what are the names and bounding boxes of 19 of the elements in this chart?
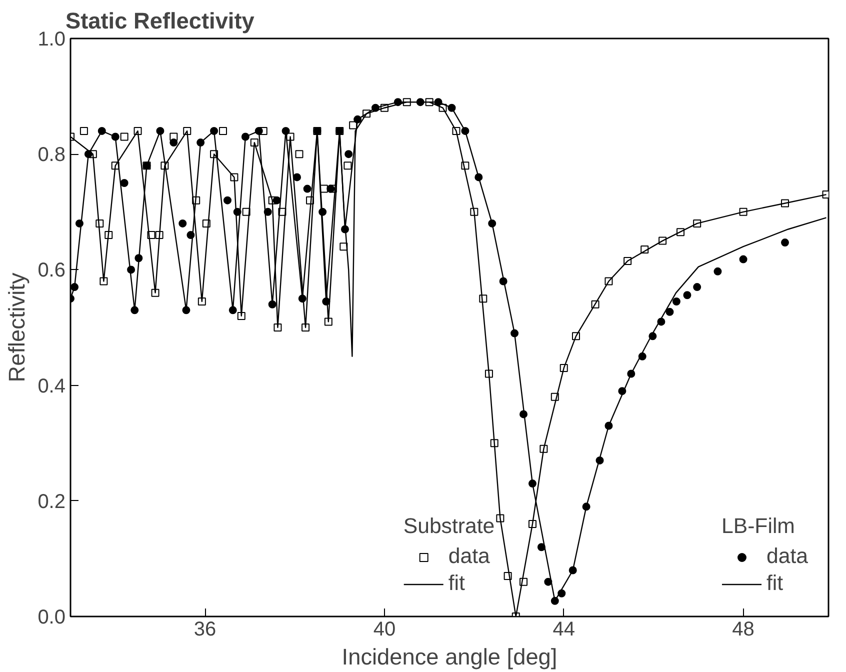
x-axis-title: Incidence angle [deg] xyxy=(342,644,558,670)
legend-label: fit xyxy=(766,571,784,596)
y-tick-label: 0.0 xyxy=(38,606,66,628)
x-tick-label: 44 xyxy=(552,618,575,640)
x-tick-label: 48 xyxy=(732,618,754,640)
y-tick-label: 0.6 xyxy=(38,260,66,282)
legend-label: data xyxy=(448,544,490,569)
y-tick-label: 0.2 xyxy=(38,490,66,513)
annotation: LB-Film xyxy=(721,514,796,539)
y-tick-label: 1.0 xyxy=(38,28,66,50)
annotation: Substrate xyxy=(403,514,495,539)
x-tick-label: 36 xyxy=(194,618,216,640)
legend-label: fit xyxy=(448,571,466,596)
y-tick-label: 0.8 xyxy=(38,144,66,166)
y-axis-title: Reflectivity xyxy=(4,272,30,382)
y-tick-label: 0.4 xyxy=(38,375,66,398)
x-tick-label: 40 xyxy=(373,618,396,640)
legend-label: data xyxy=(766,544,808,569)
chart-title: Static Reflectivity xyxy=(66,8,255,34)
